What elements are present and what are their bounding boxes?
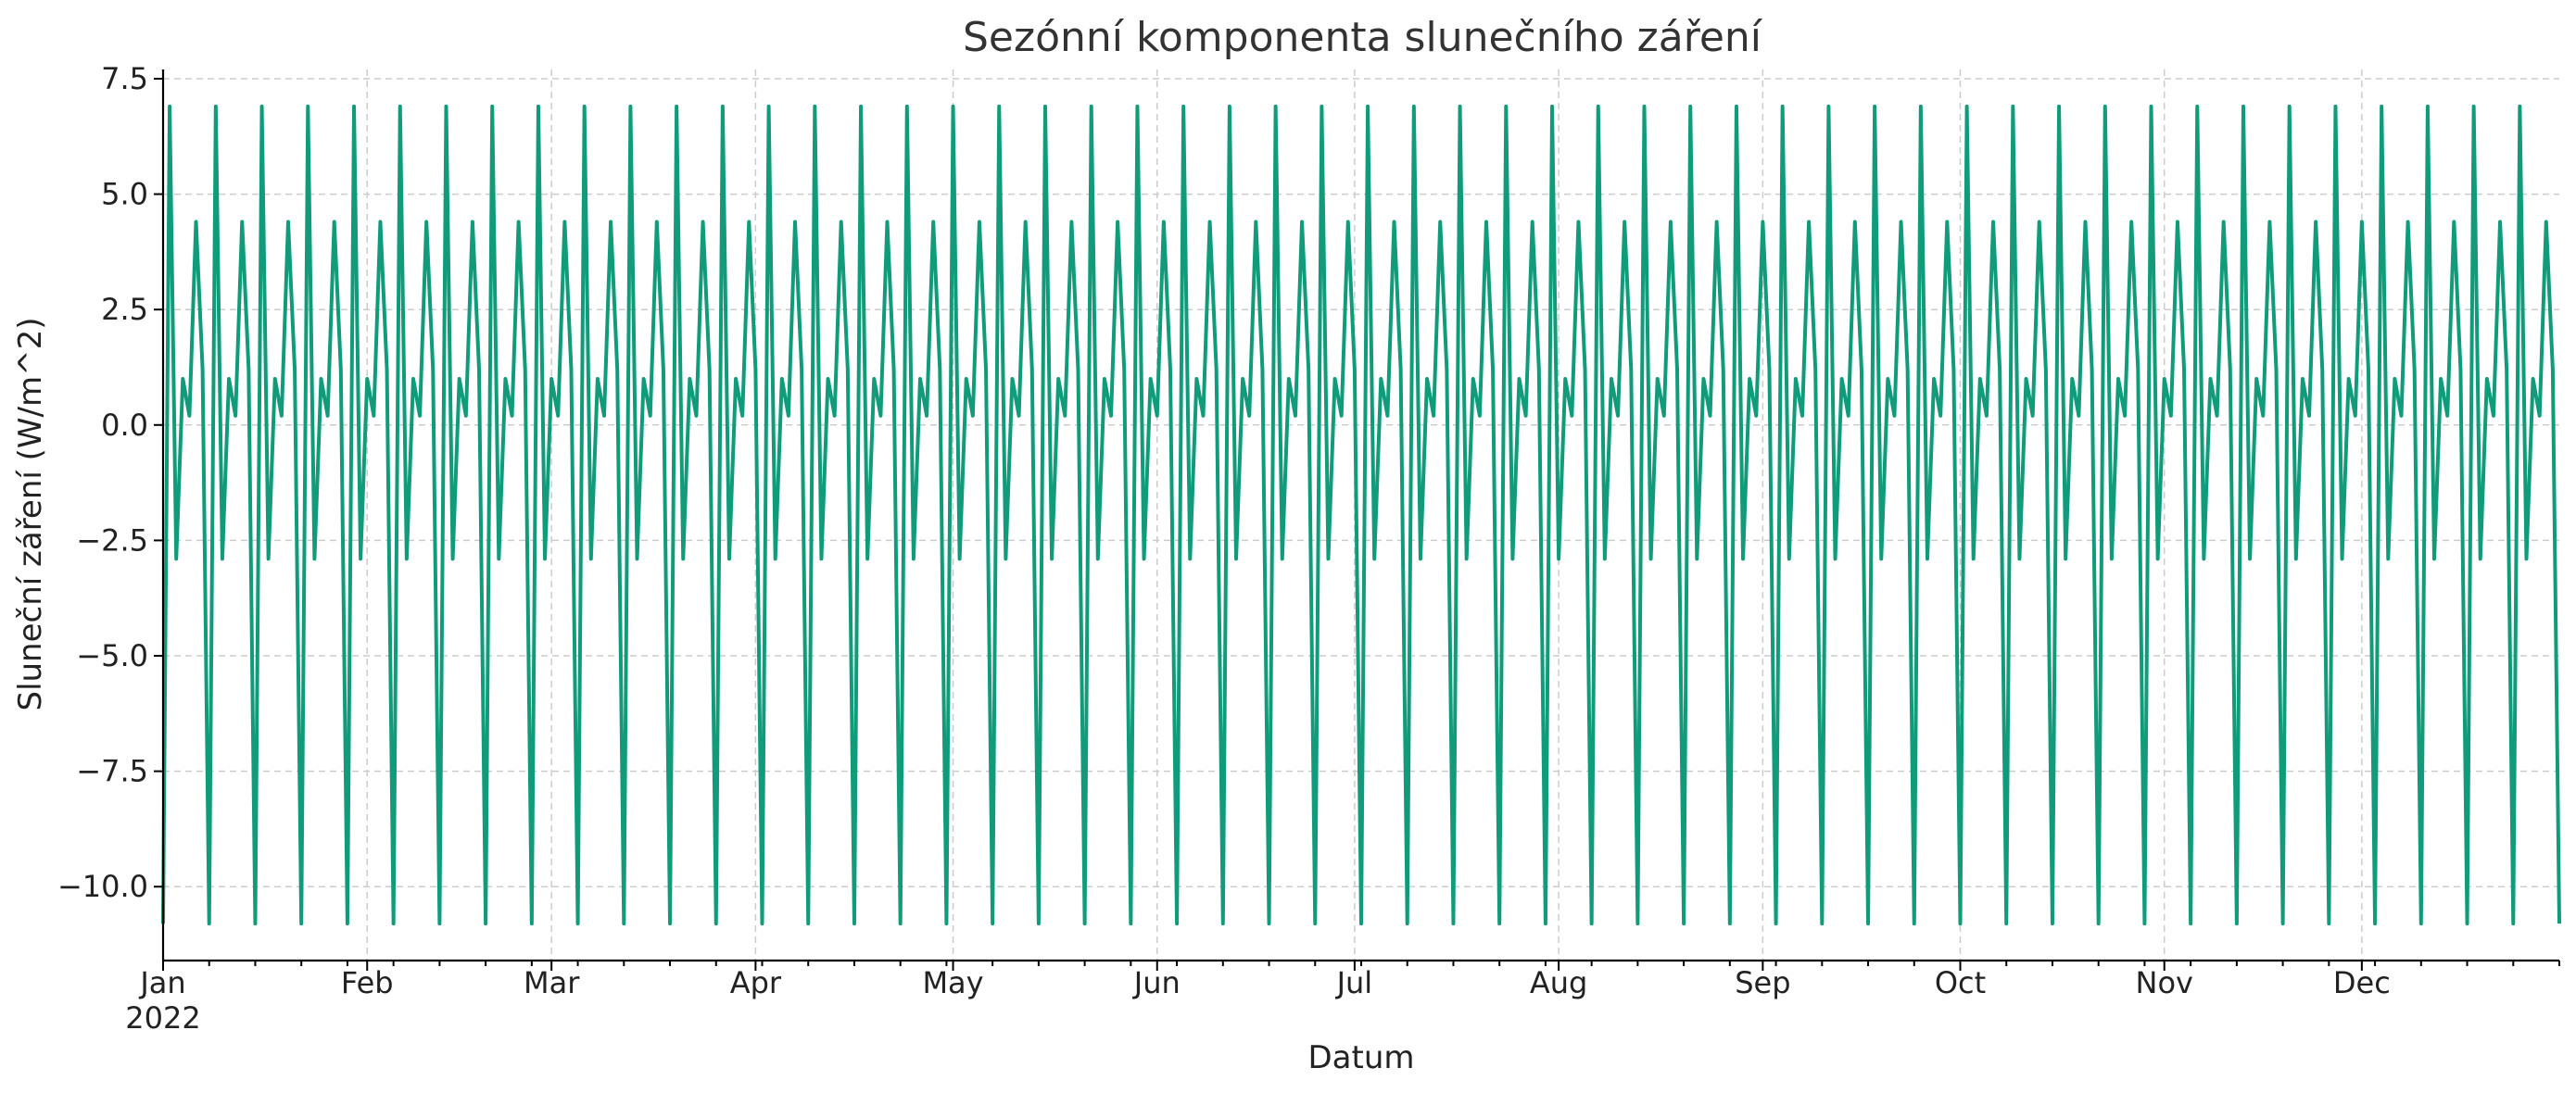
x-tick-label: Aug — [1530, 965, 1587, 1000]
y-tick-label: 5.0 — [101, 177, 148, 212]
y-tick-label: −2.5 — [76, 522, 148, 558]
x-axis-ticks: Jan Feb Mar Apr May Jun Jul Aug Sep Oct Nov Dec — [138, 961, 2560, 1000]
x-tick-label: Mar — [524, 965, 580, 1000]
x-tick-label: Oct — [1935, 965, 1986, 1000]
x-tick-label: Jan — [138, 965, 185, 1000]
chart-title: Sezónní komponenta slunečního záření — [963, 14, 1763, 61]
y-tick-label: −5.0 — [76, 638, 148, 673]
x-tick-year-label: 2022 — [125, 1000, 200, 1036]
y-axis-label: Sluneční záření (W/m^2) — [12, 317, 49, 710]
x-tick-label: Jul — [1335, 965, 1373, 1000]
series-line — [161, 104, 2561, 926]
x-axis-label: Datum — [1307, 1039, 1414, 1076]
y-tick-label: −10.0 — [57, 869, 148, 904]
y-tick-label: −7.5 — [76, 754, 148, 789]
y-tick-label: 2.5 — [101, 292, 148, 327]
x-tick-label: May — [922, 965, 983, 1000]
x-tick-label: Nov — [2136, 965, 2193, 1000]
x-tick-label: Sep — [1735, 965, 1790, 1000]
x-tick-label: Dec — [2333, 965, 2391, 1000]
series-layer — [161, 104, 2561, 926]
x-tick-label: Feb — [341, 965, 394, 1000]
x-tick-label: Jun — [1132, 965, 1181, 1000]
y-tick-label: 7.5 — [101, 61, 148, 96]
y-axis-ticks: 7.5 5.0 2.5 0.0 −2.5 −5.0 −7.5 −10.0 — [57, 61, 163, 904]
y-tick-label: 0.0 — [101, 408, 148, 443]
x-tick-label: Apr — [730, 965, 782, 1000]
